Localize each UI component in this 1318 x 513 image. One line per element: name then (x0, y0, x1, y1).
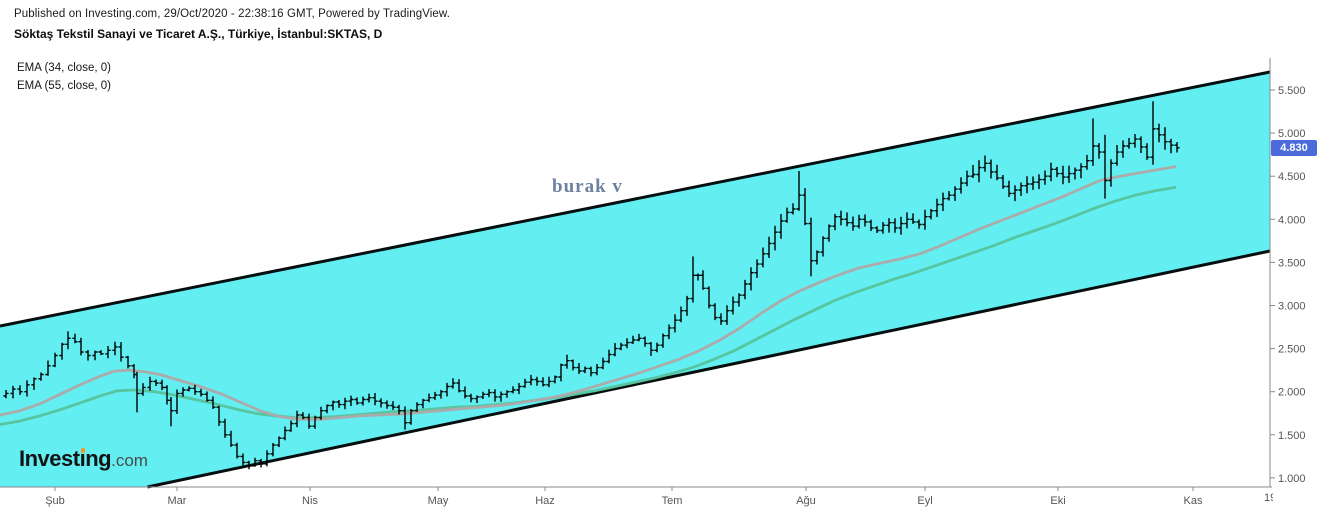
price-tick-label: 5.000 (1278, 128, 1306, 140)
month-tick-label: Eyl (917, 495, 932, 507)
trend-channel-lower-line (147, 249, 1271, 489)
month-tick-label: Haz (535, 495, 555, 507)
price-tick-label: 4.500 (1278, 171, 1306, 183)
month-tick-label: Eki (1050, 495, 1065, 507)
month-tick-label: Kas (1184, 495, 1203, 507)
ema55-indicator-label: EMA (55, close, 0) (17, 80, 111, 92)
month-tick-label: Ağu (796, 495, 816, 507)
ema55-line (0, 185, 1177, 426)
month-tick-label: Nis (302, 495, 318, 507)
month-tick-label: Tem (662, 495, 683, 507)
month-tick-label: Şub (45, 495, 65, 507)
month-tick-label: May (428, 495, 449, 507)
price-tick-label: 3.500 (1278, 257, 1306, 269)
last-price-badge: 4.830 (1271, 140, 1317, 156)
logo-orange-dot (80, 448, 86, 453)
price-tick-label: 1.000 (1278, 473, 1306, 485)
price-tick-label: 1.500 (1278, 430, 1306, 442)
logo-text: Investı ng (19, 446, 112, 471)
trend-channel-fill (0, 72, 1270, 487)
ema34-indicator-label: EMA (34, close, 0) (17, 62, 111, 74)
price-tick-label: 3.000 (1278, 301, 1306, 313)
instrument-title: Söktaş Tekstil Sanayi ve Ticaret A.Ş., T… (14, 27, 383, 41)
trend-channel-upper-line (0, 70, 1271, 328)
price-tick-label: 5.500 (1278, 85, 1306, 97)
month-tick-label: Mar (168, 495, 187, 507)
logo-suffix: .com (111, 451, 148, 470)
user-watermark: burak v (552, 176, 623, 197)
ema34-line (0, 165, 1177, 421)
price-bars (3, 101, 1180, 470)
investing-logo: Investı ng.com (19, 446, 148, 472)
price-tick-label: 2.500 (1278, 344, 1306, 356)
published-info: Published on Investing.com, 29/Oct/2020 … (14, 8, 450, 20)
partial-axis-label: 19 (1264, 492, 1273, 504)
price-tick-label: 2.000 (1278, 387, 1306, 399)
price-tick-label: 4.000 (1278, 214, 1306, 226)
